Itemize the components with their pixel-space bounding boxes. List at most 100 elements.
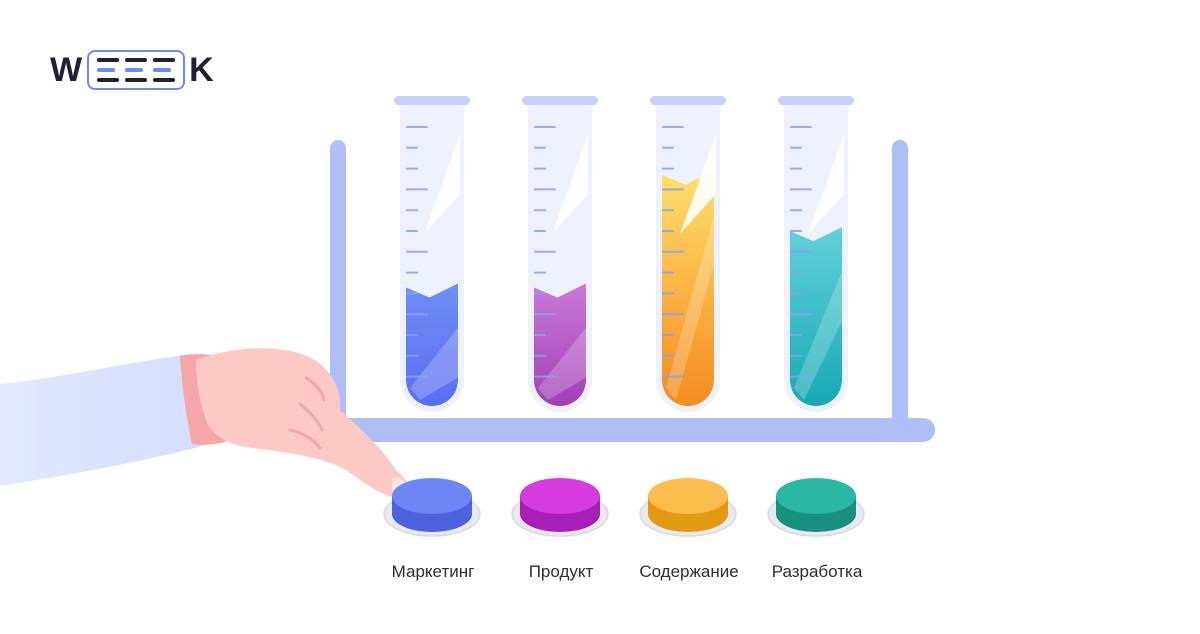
tube-tick — [790, 271, 802, 274]
tube-highlight — [666, 214, 714, 400]
button-0[interactable] — [383, 478, 481, 537]
tube-tick — [662, 334, 674, 336]
logo-e-icon — [125, 58, 148, 82]
tube-tick — [662, 230, 674, 232]
tube-tick — [534, 375, 556, 378]
tube-shine — [808, 134, 844, 234]
tube-lip — [778, 96, 854, 105]
tube-tick — [662, 292, 674, 295]
tube-tick — [662, 126, 684, 128]
tube-tick — [662, 313, 684, 316]
tube-tick — [790, 126, 812, 128]
tube-rack — [330, 140, 935, 442]
tube-tick — [534, 209, 546, 212]
tube-tick — [662, 146, 674, 149]
tube-tick — [406, 146, 418, 149]
tube-shine — [424, 134, 460, 234]
tube-development — [778, 96, 854, 412]
tube-tick — [534, 250, 556, 253]
tube-tick — [662, 188, 684, 191]
tube-tick — [790, 354, 802, 357]
tube-tick — [790, 292, 802, 295]
category-buttons — [383, 478, 865, 537]
tube-tick — [406, 250, 428, 253]
tube-tick — [534, 292, 546, 295]
tube-tick — [790, 334, 802, 336]
tube-tick — [406, 313, 428, 316]
rack-base — [330, 418, 935, 442]
label-content: Содержание — [639, 562, 739, 581]
tube-highlight — [794, 271, 842, 400]
button-2[interactable] — [639, 478, 737, 537]
tube-tick — [534, 271, 546, 274]
tube-tick — [790, 230, 802, 232]
palm — [196, 348, 411, 499]
tube-tick — [662, 375, 684, 378]
tube-tick — [406, 230, 418, 232]
tube-tick — [534, 146, 546, 149]
button-top[interactable] — [776, 478, 856, 514]
tube-tick — [534, 354, 546, 357]
tube-tick — [662, 354, 674, 357]
tube-tick — [534, 126, 556, 128]
tube-tick — [662, 250, 684, 253]
rack-left-post — [330, 140, 346, 438]
rack-right-post — [892, 140, 908, 430]
tube-shine — [680, 134, 716, 234]
tube-lip — [522, 96, 598, 105]
tube-tick — [790, 250, 812, 253]
tube-tick — [406, 126, 428, 128]
tube-tick — [406, 188, 428, 191]
tube-product — [522, 96, 598, 412]
tube-liquid — [662, 170, 714, 406]
tube-tick — [534, 334, 546, 336]
tube-tick — [406, 167, 418, 170]
tube-tick — [790, 209, 802, 212]
tube-tick — [406, 271, 418, 274]
button-3[interactable] — [767, 478, 865, 537]
logo-box — [87, 50, 186, 90]
tube-tick — [534, 313, 556, 316]
pointing-hand — [0, 348, 411, 499]
tube-content — [650, 96, 726, 412]
logo-letter-k: K — [189, 51, 215, 89]
label-marketing: Маркетинг — [391, 562, 475, 581]
button-top[interactable] — [520, 478, 600, 514]
logo-letter-w: W — [50, 51, 84, 89]
tube-tick — [662, 271, 674, 274]
tube-tick — [406, 354, 418, 357]
tube-shine — [552, 134, 588, 234]
tube-lip — [394, 96, 470, 105]
tube-highlight — [538, 327, 586, 400]
tube-tick — [534, 230, 546, 232]
sleeve — [0, 354, 210, 486]
button-top[interactable] — [648, 478, 728, 514]
tube-tick — [790, 188, 812, 191]
tube-marketing — [394, 96, 470, 412]
weeek-logo: W K — [50, 48, 215, 92]
tube-tick — [406, 375, 428, 378]
logo-e-icon — [97, 58, 120, 82]
button-1[interactable] — [511, 478, 609, 537]
tube-tick — [662, 209, 674, 212]
label-development: Разработка — [771, 562, 863, 581]
tube-tick — [790, 313, 812, 316]
logo-e-icon — [153, 58, 176, 82]
tube-tick — [790, 375, 812, 378]
tube-tick — [662, 167, 674, 170]
tube-lip — [650, 96, 726, 105]
tube-tick — [406, 209, 418, 212]
tube-highlight — [410, 327, 458, 400]
tube-tick — [534, 167, 546, 170]
tube-tick — [790, 167, 802, 170]
tube-tick — [790, 146, 802, 149]
button-top[interactable] — [392, 478, 472, 514]
tube-tick — [406, 334, 418, 336]
label-product: Продукт — [528, 562, 594, 581]
test-tubes — [394, 96, 854, 412]
finger-crease — [288, 376, 326, 450]
tube-tick — [534, 188, 556, 191]
tube-tick — [406, 292, 418, 295]
tube-liquid — [790, 227, 842, 406]
